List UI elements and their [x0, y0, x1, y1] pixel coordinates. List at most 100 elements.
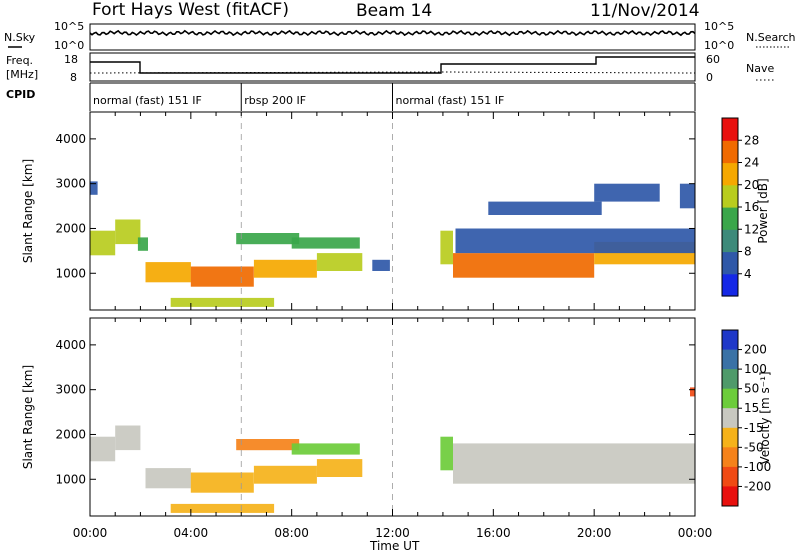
colorbar-tick-label: 15	[744, 401, 759, 415]
range-time-cell	[453, 253, 595, 278]
x-tick-label: 00:00	[73, 526, 108, 540]
nave-trace	[89, 71, 696, 74]
colorbar-swatch	[722, 184, 738, 208]
nave-tick-high: 60	[706, 53, 720, 66]
colorbar-swatch	[722, 369, 738, 390]
range-time-cell	[455, 228, 695, 254]
range-time-cell	[115, 425, 141, 451]
range-time-cell	[440, 436, 453, 471]
freq-label: Freq.	[6, 54, 33, 67]
freq-trace	[90, 56, 695, 74]
range-time-cell	[190, 472, 254, 493]
power-panel: 1000 2000 3000 4000 Slant Range [km]	[21, 111, 696, 311]
power-heatmap	[90, 181, 695, 307]
x-tick-label: 20:00	[577, 526, 612, 540]
power-colorbar: 4 8 12 16 20 24 28	[721, 117, 759, 297]
range-time-cell	[316, 459, 363, 477]
date-title: 11/Nov/2014	[590, 1, 700, 21]
range-time-cell	[679, 183, 695, 209]
velocity-colorbar-label: Velocity [m s⁻¹]	[758, 371, 772, 464]
colorbar-tick-label: 16	[744, 200, 759, 214]
colorbar-swatch	[722, 118, 738, 141]
nsky-tick-low: 10^0	[54, 39, 84, 52]
range-time-cell	[316, 253, 363, 271]
range-time-cell	[594, 183, 660, 202]
colorbar-swatch	[722, 408, 738, 429]
power-colorbar-label: Power [dB]	[756, 178, 770, 243]
y-tick-label: 3000	[55, 383, 86, 397]
nsearch-tick-low: 10^0	[704, 39, 734, 52]
colorbar-swatch	[722, 388, 738, 409]
y-tick-label: 3000	[55, 177, 86, 191]
range-time-cell	[145, 262, 191, 283]
colorbar-swatch	[722, 229, 738, 253]
colorbar-swatch	[722, 273, 738, 297]
colorbar-tick-label: -200	[744, 479, 771, 493]
range-time-cell	[115, 219, 141, 245]
cpid-segment-label: normal (fast) 151 IF	[396, 94, 505, 107]
velocity-colorbar: 200 100 50 15 -15 -50 -100 -200	[721, 329, 771, 507]
station-title: Fort Hays West (fitACF)	[92, 0, 289, 20]
range-time-cell	[291, 237, 360, 249]
x-tick-label: 12:00	[375, 526, 410, 540]
freq-tick-low: 8	[70, 71, 77, 84]
range-time-cell	[236, 233, 300, 245]
range-time-cell	[190, 266, 254, 287]
x-tick-label: 04:00	[174, 526, 209, 540]
nave-tick-low: 0	[706, 71, 713, 84]
freq-tick-high: 18	[64, 53, 78, 66]
range-time-cell	[690, 387, 695, 397]
time-axis-ticks: 00:00 04:00 08:00 12:00 16:00 20:00 00:00	[73, 526, 713, 540]
range-time-cell	[453, 443, 695, 484]
colorbar-tick-label: 20	[744, 178, 759, 192]
nave-label: Nave	[746, 62, 774, 75]
range-time-cell	[90, 181, 98, 195]
velocity-heatmap	[90, 387, 695, 513]
y-tick-label: 4000	[55, 132, 86, 146]
colorbar-tick-label: -50	[744, 440, 764, 454]
colorbar-frame	[721, 329, 739, 507]
velocity-panel: 1000 2000 3000 4000 Slant Range [km]	[21, 317, 696, 517]
y-tick-label: 1000	[55, 472, 86, 486]
range-time-cell	[170, 297, 275, 307]
power-ylabel: Slant Range [km]	[21, 159, 35, 263]
colorbar-tick-label: 12	[744, 222, 759, 236]
nsky-label: N.Sky	[4, 31, 36, 44]
freq-panel	[89, 52, 696, 82]
range-time-cell	[145, 468, 191, 489]
colorbar-tick-label: 100	[744, 362, 767, 376]
colorbar-tick-label: 4	[744, 267, 752, 281]
cpid-segment-label: rbsp 200 IF	[244, 94, 306, 107]
range-time-cell	[236, 439, 300, 451]
colorbar-tick-label: -15	[744, 421, 764, 435]
colorbar-tick-label: 50	[744, 382, 759, 396]
colorbar-swatch	[722, 207, 738, 230]
colorbar-swatch	[722, 330, 738, 351]
range-time-cell	[90, 230, 116, 256]
colorbar-swatch	[722, 162, 738, 186]
range-time-cell	[253, 465, 317, 484]
velocity-ylabel: Slant Range [km]	[21, 365, 35, 469]
colorbar-tick-label: 200	[744, 343, 767, 357]
range-time-cell	[372, 259, 390, 271]
colorbar-tick-label: 28	[744, 133, 759, 147]
range-time-cell	[137, 237, 148, 251]
nsearch-tick-high: 10^5	[704, 20, 734, 33]
colorbar-swatch	[722, 251, 738, 275]
colorbar-swatch	[722, 427, 738, 448]
colorbar-swatch	[722, 140, 738, 164]
colorbar-swatch	[722, 447, 738, 468]
y-tick-label: 4000	[55, 338, 86, 352]
colorbar-tick-label: 24	[744, 156, 759, 170]
colorbar-swatch	[722, 349, 738, 370]
beam-title: Beam 14	[356, 1, 432, 21]
y-tick-label: 2000	[55, 427, 86, 441]
velocity-axes: 1000 2000 3000 4000	[55, 318, 696, 516]
y-tick-label: 1000	[55, 266, 86, 280]
colorbar-tick-label: -100	[744, 460, 771, 474]
nsearch-label: N.Search	[746, 31, 796, 44]
cpid-segment-label: normal (fast) 151 IF	[93, 94, 202, 107]
colorbar-swatch	[722, 466, 738, 487]
range-time-cell	[440, 230, 453, 265]
